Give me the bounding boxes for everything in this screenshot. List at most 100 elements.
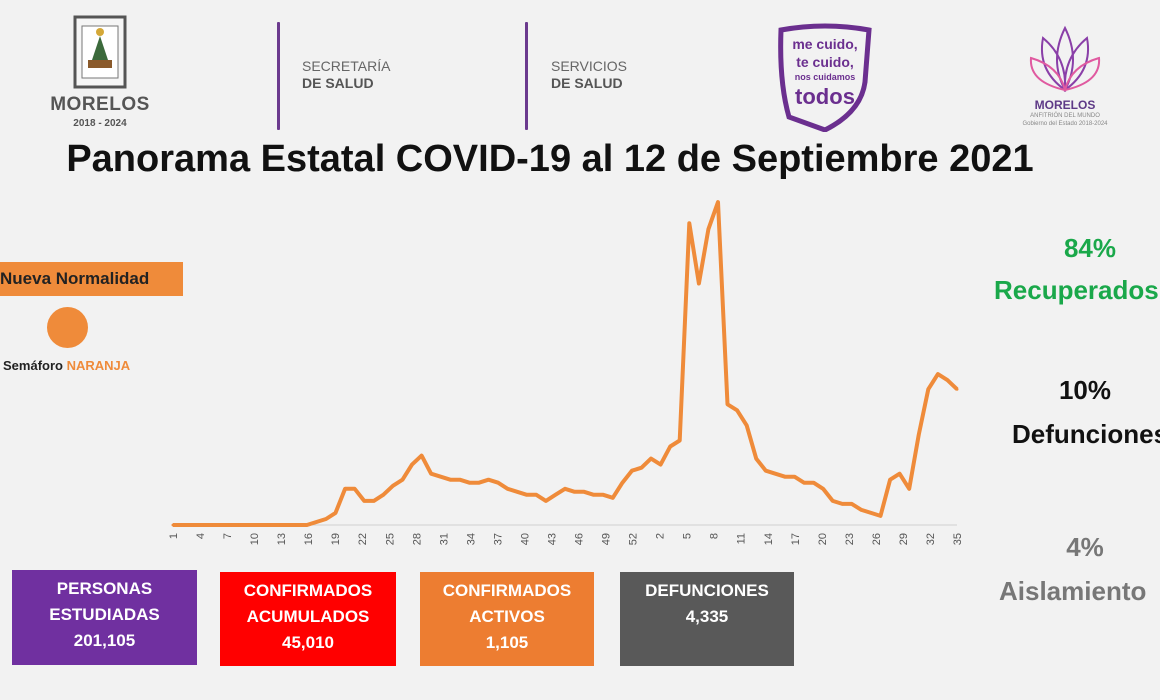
header: MORELOS 2018 - 2024 SECRETARÍA DE SALUD …	[0, 0, 1160, 140]
phase-banner: Nueva Normalidad	[0, 262, 183, 296]
data-point	[716, 200, 720, 204]
data-point	[515, 490, 519, 494]
data-point	[888, 478, 892, 482]
x-tick-label: 10	[249, 533, 261, 545]
x-tick-label: 8	[709, 533, 721, 539]
x-tick-label: 20	[817, 533, 829, 545]
data-point	[783, 475, 787, 479]
data-point	[687, 221, 691, 225]
data-point	[859, 508, 863, 512]
x-tick-label: 13	[276, 533, 288, 545]
data-point	[601, 493, 605, 497]
data-point	[429, 472, 433, 476]
data-point	[506, 487, 510, 491]
box-line1: CONFIRMADOS	[442, 581, 572, 600]
dept1-line2: DE SALUD	[302, 75, 374, 91]
data-point	[209, 523, 213, 527]
state-logo-years: 2018 - 2024	[73, 118, 127, 129]
cases-line-chart: 1 4 7 10 13 16 19 22 25 28 31 34 37 40 43 46 49 52 2 5 8 11 14…	[168, 200, 964, 545]
x-tick-label: 25	[384, 533, 396, 545]
data-point	[334, 511, 337, 515]
data-point	[850, 502, 854, 506]
x-tick-label: 23	[844, 533, 856, 545]
host-logo-sub1: ANFITRIÓN DEL MUNDO	[1030, 113, 1100, 119]
data-point	[467, 481, 471, 485]
x-tick-label: 17	[790, 533, 802, 545]
secretaria-de-salud-logo: SECRETARÍA DE SALUD	[302, 58, 390, 92]
data-point	[706, 227, 710, 231]
data-point	[219, 523, 223, 527]
dept1-line1: SECRETARÍA	[302, 58, 391, 74]
data-point	[477, 481, 481, 485]
data-point	[544, 499, 548, 503]
data-point	[640, 466, 643, 470]
data-point	[190, 523, 194, 527]
data-point	[381, 493, 385, 497]
data-point	[620, 481, 624, 485]
data-point	[945, 378, 949, 382]
data-point	[439, 475, 443, 479]
data-point	[248, 523, 251, 527]
x-tick-label: 40	[519, 533, 531, 545]
data-point	[343, 487, 347, 491]
data-point	[592, 493, 596, 497]
data-point	[869, 511, 873, 515]
x-tick-label: 22	[357, 533, 369, 545]
isolation-label: Aislamiento	[999, 576, 1147, 606]
semaforo-prefix: Semáforo	[3, 358, 67, 373]
dept2-line2: DE SALUD	[551, 75, 623, 91]
data-point	[582, 490, 586, 494]
deaths-percent: 10%	[1058, 375, 1112, 405]
box-value: 1,105	[485, 633, 529, 652]
morelos-anfitrion-logo: MORELOS ANFITRIÓN DEL MUNDO Gobierno del…	[1015, 20, 1115, 140]
slogan-line3: nos cuidamos	[794, 72, 856, 82]
data-point	[678, 439, 682, 442]
data-point	[181, 523, 185, 527]
data-point	[745, 423, 749, 427]
slogan-logo: me cuido, te cuido, nos cuidamos todos	[775, 22, 875, 132]
x-tick-label: 7	[222, 533, 234, 539]
state-seal-icon	[73, 15, 127, 89]
host-logo-name: MORELOS	[1034, 98, 1096, 112]
data-point	[448, 478, 452, 482]
data-point	[362, 499, 366, 503]
box-line2: ACUMULADOS	[246, 607, 370, 626]
data-point	[295, 523, 299, 527]
semaforo-label: Semáforo NARANJA	[3, 358, 130, 373]
data-point	[410, 463, 414, 467]
data-point	[917, 433, 921, 436]
data-point	[907, 487, 911, 491]
x-tick-label: 32	[925, 533, 937, 545]
x-tick-label: 28	[411, 533, 423, 545]
data-point	[563, 487, 567, 491]
box-value: 201,105	[73, 631, 136, 650]
x-tick-label: 1	[168, 533, 180, 539]
box-value: 4,335	[685, 607, 729, 626]
slogan-line2: te cuido,	[796, 54, 854, 70]
data-point	[898, 472, 902, 476]
data-point	[573, 490, 577, 494]
confirmados-activos-box: CONFIRMADOS ACTIVOS 1,105	[420, 572, 594, 666]
divider	[277, 22, 280, 130]
data-point	[525, 493, 529, 497]
x-tick-label: 14	[763, 533, 775, 545]
data-point	[821, 487, 825, 491]
box-value: 45,010	[282, 633, 334, 652]
semaforo-dot-icon	[47, 307, 88, 348]
x-tick-label: 19	[330, 533, 342, 545]
data-point	[831, 499, 835, 503]
data-point	[802, 481, 806, 485]
isolation-percent: 4%	[1066, 532, 1104, 562]
data-point	[668, 445, 672, 448]
defunciones-box: DEFUNCIONES 4,335	[620, 572, 794, 666]
data-point	[611, 496, 615, 500]
x-tick-label: 37	[492, 533, 504, 545]
data-point	[238, 523, 242, 527]
morelos-state-logo: MORELOS 2018 - 2024	[40, 14, 160, 138]
x-tick-label: 52	[628, 533, 640, 545]
data-point	[487, 478, 490, 482]
box-line1: DEFUNCIONES	[645, 581, 769, 600]
data-point	[200, 523, 204, 527]
x-tick-label: 4	[195, 533, 207, 539]
personas-estudiadas-box: PERSONAS ESTUDIADAS 201,105	[12, 570, 197, 665]
